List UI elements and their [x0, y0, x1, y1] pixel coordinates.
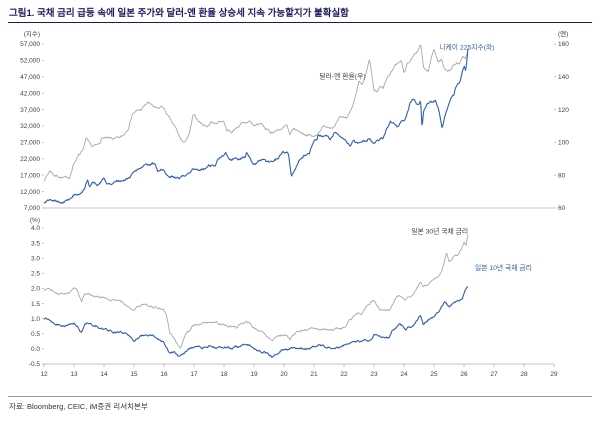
y-tick-label: 60	[558, 205, 566, 212]
x-tick-label: 25	[430, 371, 438, 378]
x-tick-label: 29	[550, 371, 558, 378]
y-tick-label: 52,000	[20, 58, 40, 65]
series-annotation-1: 일본 10년 국채 금리	[475, 263, 532, 272]
y-tick-label: 4.0	[31, 225, 40, 232]
series-annotation-1: 니케이 225지수(좌)	[439, 43, 494, 52]
y-tick-label: 7,000	[24, 205, 41, 212]
x-tick-label: 27	[490, 371, 498, 378]
x-tick-label: 18	[220, 371, 228, 378]
x-tick-label: 20	[280, 371, 288, 378]
y-tick-label: 1.5	[31, 301, 40, 308]
source-note: 자료: Bloomberg, CEIC, iM증권 리서치본부	[9, 402, 148, 411]
x-tick-label: 12	[40, 371, 48, 378]
x-tick-label: 14	[100, 371, 108, 378]
left-axis-unit-label: (%)	[30, 217, 40, 224]
left-axis-unit-label: (지수)	[24, 29, 40, 38]
nikkei-fx-chart: 57,000 52,000 47,000 42,000 37,000 32,000 27,0…	[20, 29, 569, 212]
y-tick-label: 120	[558, 107, 569, 114]
x-tick-label: 15	[130, 371, 138, 378]
y-tick-label: 32,000	[20, 123, 40, 130]
footer-rule	[8, 396, 592, 397]
series-annotation-0: 달러-엔 환율(우)	[319, 71, 365, 80]
y-tick-label: 1.0	[31, 316, 40, 323]
x-tick-label: 17	[190, 371, 198, 378]
y-tick-label: 3.5	[31, 240, 40, 247]
y-tick-label: 2.5	[31, 271, 40, 278]
y-tick-label: -0.5	[29, 361, 41, 368]
y-tick-label: 27,000	[20, 140, 40, 147]
series-line-0	[43, 234, 469, 349]
right-axis-unit-label: (엔)	[558, 29, 568, 38]
series-line-1	[43, 286, 469, 358]
x-tick-label: 26	[460, 371, 468, 378]
y-tick-label: 37,000	[20, 107, 40, 114]
y-tick-label: 17,000	[20, 172, 40, 179]
x-tick-label: 28	[520, 371, 528, 378]
x-tick-label: 21	[310, 371, 318, 378]
y-tick-label: 42,000	[20, 90, 40, 97]
y-tick-label: 12,000	[20, 189, 40, 196]
series-annotation-0: 일본 30년 국채 금리	[411, 226, 468, 235]
y-tick-label: 47,000	[20, 74, 40, 81]
y-tick-label: 22,000	[20, 156, 40, 163]
x-tick-label: 22	[340, 371, 348, 378]
y-tick-label: 3.0	[31, 255, 40, 262]
series-line-0	[43, 44, 469, 182]
y-tick-label: 2.0	[31, 286, 40, 293]
title-rule	[8, 22, 592, 23]
y-tick-label: 0.0	[31, 346, 40, 353]
x-tick-label: 13	[70, 371, 78, 378]
y-tick-label: 0.5	[31, 331, 40, 338]
x-tick-label: 16	[160, 371, 168, 378]
y-tick-label: 160	[558, 41, 569, 48]
y-tick-label: 57,000	[20, 41, 40, 48]
y-tick-label: 140	[558, 74, 569, 81]
x-tick-label: 19	[250, 371, 258, 378]
x-tick-label: 24	[400, 371, 408, 378]
y-tick-label: 100	[558, 140, 569, 147]
figure-title: 그림1. 국채 금리 급등 속에 일본 주가와 달러-엔 환율 상승세 지속 가…	[9, 8, 349, 19]
x-tick-label: 23	[370, 371, 378, 378]
y-tick-label: 80	[558, 172, 566, 179]
jgb-yield-chart: 4.0 3.5 3.0 2.5 2.0 1.5 1.0 0.5 0.0 -0.5 (%) 12 13 14…	[29, 217, 558, 378]
series-line-1	[43, 48, 469, 204]
